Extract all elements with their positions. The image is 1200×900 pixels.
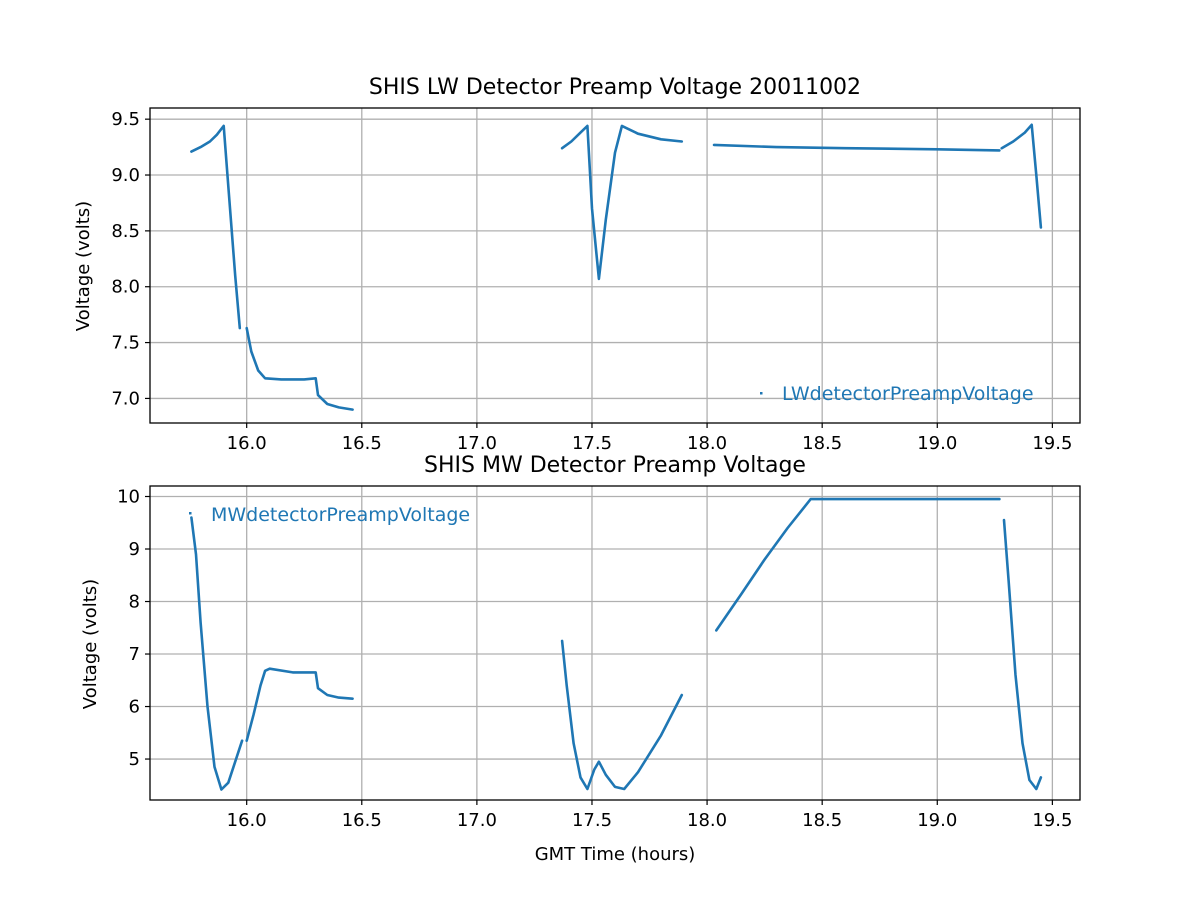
mw-grid: [150, 486, 1080, 800]
mw-chart-title: SHIS MW Detector Preamp Voltage: [424, 453, 806, 478]
lw-series-segment: [245, 326, 354, 411]
lw-y-tick-label: 7.5: [111, 333, 140, 354]
mw-x-tick-label: 19.5: [1032, 810, 1072, 831]
lw-x-tick-label: 18.0: [687, 433, 727, 454]
mw-x-tick-label: 16.0: [227, 810, 267, 831]
mw-y-axis-label: Voltage (volts): [80, 579, 101, 709]
lw-y-tick-label: 9.0: [111, 165, 140, 186]
mw-legend: MWdetectorPreampVoltage: [189, 504, 470, 526]
lw-x-tick-label: 19.5: [1032, 433, 1072, 454]
mw-y-tick-label: 10: [117, 487, 140, 508]
mw-data: [190, 497, 1043, 791]
lw-y-tick-label: 8.5: [111, 221, 140, 242]
lw-x-tick-label: 17.5: [572, 433, 612, 454]
mw-y-tick-label: 5: [129, 749, 140, 770]
lw-x-ticks: 16.0 16.5 17.0 17.5 18.0 18.5 19.0 19.5: [227, 423, 1072, 454]
lw-series-segment: [712, 143, 1001, 152]
mw-y-tick-label: 8: [129, 592, 140, 613]
mw-y-tick-label: 6: [129, 697, 140, 718]
lw-x-tick-label: 18.5: [802, 433, 842, 454]
lw-axes-frame: [149, 107, 1081, 424]
lw-legend: LWdetectorPreampVoltage: [760, 383, 1034, 405]
mw-series-segment: [560, 639, 684, 791]
mw-x-axis-label: GMT Time (hours): [535, 844, 696, 865]
lw-series-segment: [1000, 123, 1043, 229]
mw-axes-frame: [149, 485, 1081, 801]
mw-panel: 16.0 16.5 17.0 17.5 18.0 18.5 19.0 19.5 5 6 7 8 9 10…: [80, 453, 1081, 865]
lw-y-tick-label: 9.5: [111, 109, 140, 130]
mw-y-tick-label: 9: [129, 539, 140, 560]
mw-series-segment: [1002, 518, 1043, 791]
mw-legend-marker: [189, 512, 192, 515]
lw-legend-label: LWdetectorPreampVoltage: [782, 383, 1034, 405]
mw-y-ticks: 5 6 7 8 9 10: [117, 487, 150, 770]
lw-y-tick-label: 7.0: [111, 388, 140, 409]
lw-y-axis-label: Voltage (volts): [73, 201, 94, 331]
lw-y-tick-label: 8.0: [111, 277, 140, 298]
mw-x-tick-label: 18.5: [802, 810, 842, 831]
lw-x-tick-label: 16.0: [227, 433, 267, 454]
mw-x-tick-label: 17.0: [457, 810, 497, 831]
lw-panel: 16.0 16.5 17.0 17.5 18.0 18.5 19.0 19.5 7.0 7.5 8…: [73, 75, 1081, 454]
mw-y-tick-label: 7: [129, 644, 140, 665]
mw-series-segment: [714, 497, 1001, 632]
mw-x-tick-label: 18.0: [687, 810, 727, 831]
lw-legend-marker: [760, 392, 763, 395]
lw-x-tick-label: 17.0: [457, 433, 497, 454]
lw-series-segment: [560, 124, 684, 281]
lw-y-ticks: 7.0 7.5 8.0 8.5 9.0 9.5: [111, 109, 150, 409]
lw-x-tick-label: 16.5: [342, 433, 382, 454]
lw-series-segment: [190, 124, 242, 330]
lw-grid: [150, 108, 1080, 423]
mw-x-tick-label: 16.5: [342, 810, 382, 831]
mw-x-tick-label: 19.0: [917, 810, 957, 831]
lw-x-tick-label: 19.0: [917, 433, 957, 454]
mw-x-tick-label: 17.5: [572, 810, 612, 831]
lw-chart-title: SHIS LW Detector Preamp Voltage 20011002: [369, 75, 861, 100]
mw-series-segment: [190, 516, 244, 791]
mw-x-ticks: 16.0 16.5 17.0 17.5 18.0 18.5 19.0 19.5: [227, 800, 1072, 831]
mw-legend-label: MWdetectorPreampVoltage: [211, 504, 470, 526]
lw-data: [190, 123, 1043, 411]
mw-series-segment: [245, 667, 354, 743]
